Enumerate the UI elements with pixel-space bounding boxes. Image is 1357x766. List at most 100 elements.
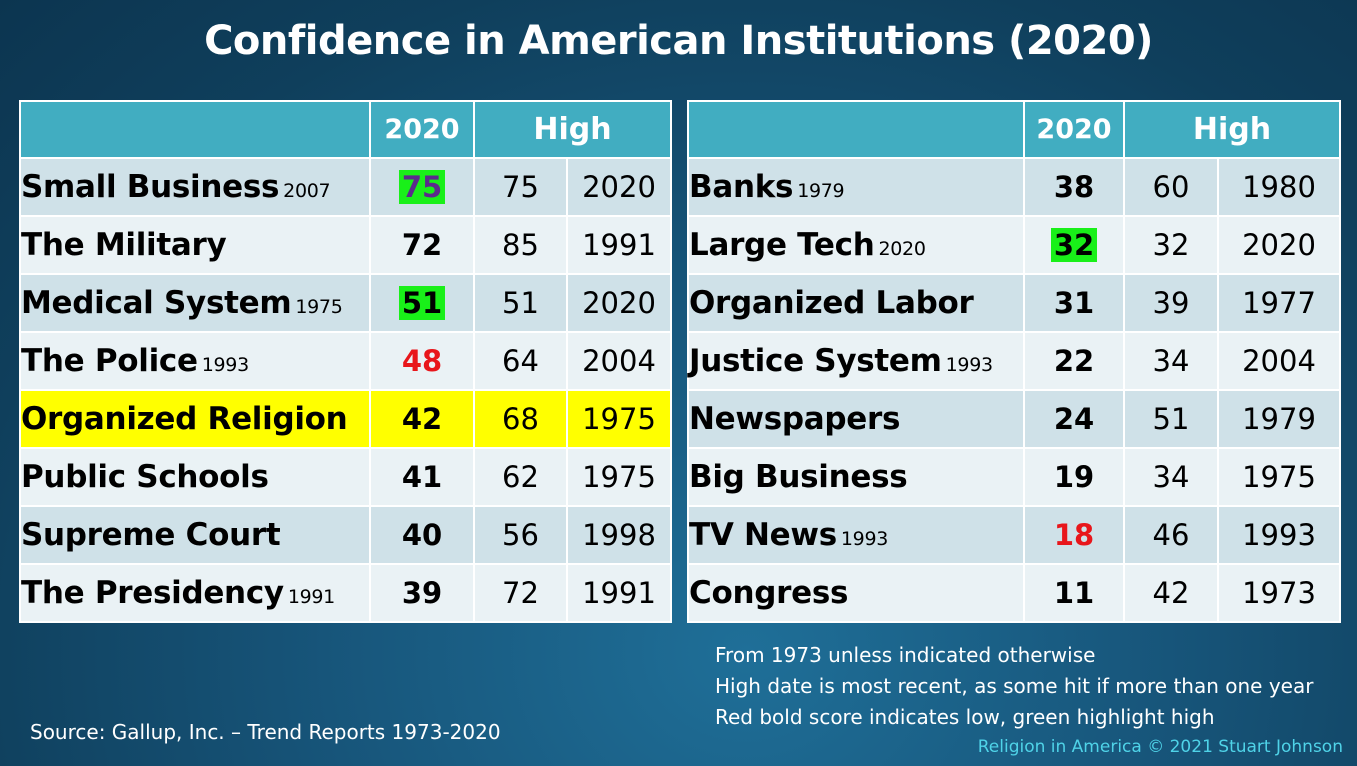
institution-name: Public Schools (19, 447, 371, 507)
institution-label: Big Business (689, 459, 908, 495)
high-score: 60 (1123, 157, 1219, 217)
score-2020: 40 (369, 505, 475, 565)
header-2020: 2020 (1023, 100, 1125, 159)
high-year: 1993 (1216, 505, 1342, 565)
footnote: High date is most recent, as some hit if… (715, 674, 1314, 698)
score-value: 72 (401, 228, 443, 262)
score-2020: 39 (369, 563, 475, 623)
institution-label: TV News (689, 517, 837, 553)
institution-label: The Presidency (21, 575, 284, 611)
table-row: Supreme Court 40 56 1998 (19, 505, 673, 565)
high-score: 34 (1123, 447, 1219, 507)
footnote: Red bold score indicates low, green high… (715, 705, 1215, 729)
institution-label: Large Tech (689, 227, 875, 263)
table-row: Large Tech 2020 32 32 2020 (687, 215, 1342, 275)
since-year: 1993 (840, 528, 889, 550)
table-row: Medical System 1975 51 51 2020 (19, 273, 673, 333)
high-year: 2020 (565, 273, 673, 333)
institution-name: Newspapers (687, 389, 1025, 449)
since-year: 1975 (295, 296, 343, 318)
score-2020: 42 (369, 389, 475, 449)
footnotes: From 1973 unless indicated otherwise Hig… (715, 640, 1313, 733)
header-high: High (1122, 100, 1342, 159)
high-year: 1975 (1216, 447, 1342, 507)
institution-label: Banks (689, 169, 794, 205)
high-score: 75 (473, 157, 568, 217)
high-score: 68 (473, 389, 568, 449)
score-value: 39 (401, 576, 443, 610)
institution-label: The Police (21, 343, 198, 379)
score-value: 24 (1053, 402, 1095, 436)
table-row: Small Business 2007 75 75 2020 (19, 157, 673, 217)
table-row: The Police 1993 48 64 2004 (19, 331, 673, 391)
score-2020: 38 (1023, 157, 1125, 217)
institution-label: Supreme Court (21, 517, 281, 553)
high-year: 1975 (565, 389, 673, 449)
table-row: Banks 1979 38 60 1980 (687, 157, 1342, 217)
score-value: 22 (1053, 344, 1095, 378)
score-2020: 19 (1023, 447, 1125, 507)
header-high: High (472, 100, 673, 159)
institution-name: The Police 1993 (19, 331, 371, 391)
table-header-row: 2020 High (687, 100, 1342, 159)
table-row: TV News 1993 18 46 1993 (687, 505, 1342, 565)
institution-label: The Military (21, 227, 227, 263)
header-2020: 2020 (369, 100, 475, 159)
table-row: Newspapers 24 51 1979 (687, 389, 1342, 449)
since-year: 2007 (283, 180, 331, 202)
score-value: 75 (398, 170, 446, 204)
high-score: 46 (1123, 505, 1219, 565)
score-value: 19 (1053, 460, 1095, 494)
header-institution-cell (687, 100, 1025, 159)
institution-name: Medical System 1975 (19, 273, 371, 333)
high-score: 51 (473, 273, 568, 333)
left-table-body: Small Business 2007 75 75 2020 The Military 72… (19, 157, 673, 623)
institution-name: Banks 1979 (687, 157, 1025, 217)
table-row: Justice System 1993 22 34 2004 (687, 331, 1342, 391)
table-row: Public Schools 41 62 1975 (19, 447, 673, 507)
score-value: 51 (398, 286, 446, 320)
since-year: 1993 (201, 354, 249, 376)
institution-name: Big Business (687, 447, 1025, 507)
table-row: Big Business 19 34 1975 (687, 447, 1342, 507)
institution-label: Organized Religion (21, 401, 348, 437)
page-title: Confidence in American Institutions (202… (204, 18, 1153, 64)
institution-label: Medical System (21, 285, 292, 321)
institution-label: Small Business (21, 169, 280, 205)
since-year: 1993 (945, 354, 993, 376)
high-score: 62 (473, 447, 568, 507)
high-year: 1998 (565, 505, 673, 565)
high-year: 1991 (565, 215, 673, 275)
score-value: 38 (1053, 170, 1095, 204)
high-score: 34 (1123, 331, 1219, 391)
institution-name: Small Business 2007 (19, 157, 371, 217)
score-2020: 72 (369, 215, 475, 275)
institution-label: Congress (689, 575, 849, 611)
high-score: 42 (1123, 563, 1219, 623)
score-2020: 51 (369, 273, 475, 333)
score-2020: 48 (369, 331, 475, 391)
since-year: 2020 (878, 238, 926, 260)
high-score: 39 (1123, 273, 1219, 333)
high-year: 1980 (1216, 157, 1342, 217)
institution-name: Congress (687, 563, 1025, 623)
score-2020: 18 (1023, 505, 1125, 565)
footnote: From 1973 unless indicated otherwise (715, 643, 1096, 667)
table-row: Organized Religion 42 68 1975 (19, 389, 673, 449)
table-header-row: 2020 High (19, 100, 673, 159)
table-row: The Military 72 85 1991 (19, 215, 673, 275)
source-note: Source: Gallup, Inc. – Trend Reports 197… (30, 720, 501, 744)
header-institution-cell (19, 100, 371, 159)
score-2020: 31 (1023, 273, 1125, 333)
right-table-body: Banks 1979 38 60 1980 Large Tech 2020 32 32 2020 O… (687, 157, 1342, 623)
score-value: 40 (401, 518, 443, 552)
score-value: 48 (401, 344, 443, 378)
since-year: 1979 (797, 180, 845, 202)
high-score: 56 (473, 505, 568, 565)
high-year: 2004 (565, 331, 673, 391)
institution-label: Public Schools (21, 459, 269, 495)
high-year: 1973 (1216, 563, 1342, 623)
score-2020: 41 (369, 447, 475, 507)
institution-name: Justice System 1993 (687, 331, 1025, 391)
table-row: Congress 11 42 1973 (687, 563, 1342, 623)
